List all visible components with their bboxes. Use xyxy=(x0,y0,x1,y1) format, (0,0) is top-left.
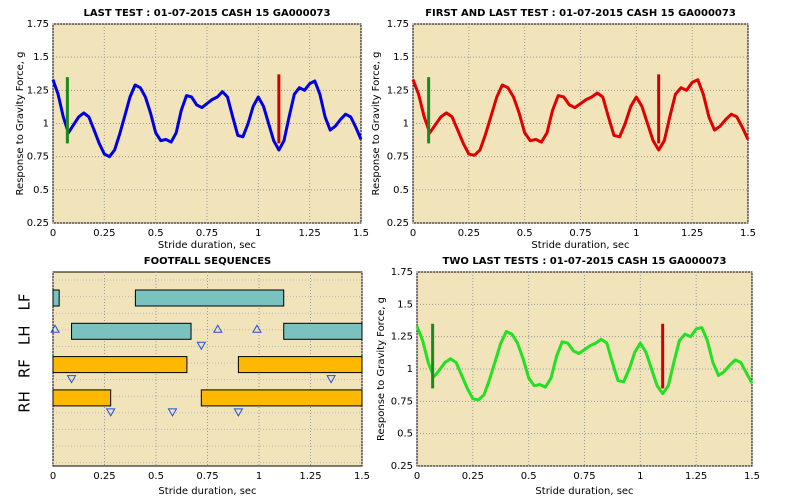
chart-title: LAST TEST : 01-07-2015 CASH 15 GA000073 xyxy=(84,8,331,19)
x-tick-label: 0.5 xyxy=(517,228,533,239)
x-tick-label: 0.25 xyxy=(458,228,480,239)
x-tick-label: 0 xyxy=(50,228,56,239)
x-tick-label: 0.5 xyxy=(521,471,537,482)
x-axis-label: Stride duration, sec xyxy=(535,486,633,497)
y-tick-label: 1.75 xyxy=(27,19,49,30)
y-tick-label: 0.5 xyxy=(33,185,49,196)
y-tick-label: 0.5 xyxy=(393,185,409,196)
y-axis-label: Response to Gravity Force, g xyxy=(15,52,26,196)
footfall-bar xyxy=(237,356,363,374)
x-axis-label: Stride duration, sec xyxy=(531,240,629,251)
footfall-bar xyxy=(52,356,188,374)
y-tick-label: 1.5 xyxy=(397,299,413,310)
footfall-bar xyxy=(71,322,192,340)
x-tick-label: 0.25 xyxy=(93,471,115,482)
x-tick-label: 0.25 xyxy=(462,471,484,482)
y-tick-label: 1 xyxy=(403,119,409,130)
chart-title: FIRST AND LAST TEST : 01-07-2015 CASH 15… xyxy=(425,8,736,19)
x-tick-label: 1.5 xyxy=(353,228,369,239)
y-tick-label: 0.75 xyxy=(27,152,49,163)
data-line xyxy=(411,78,750,157)
row-label: RF xyxy=(16,359,34,378)
x-tick-label: 0.75 xyxy=(196,471,218,482)
event-triangle xyxy=(50,324,60,333)
x-tick-label: 1.5 xyxy=(740,228,756,239)
row-label: RH xyxy=(16,391,34,413)
chart-title: TWO LAST TESTS : 01-07-2015 CASH 15 GA00… xyxy=(443,256,727,267)
x-tick-label: 0 xyxy=(410,228,416,239)
x-tick-label: 0 xyxy=(50,471,56,482)
y-tick-label: 1.25 xyxy=(391,332,413,343)
y-tick-label: 1.5 xyxy=(33,52,49,63)
x-tick-label: 1.25 xyxy=(685,471,707,482)
y-axis-label: Response to Gravity Force, g xyxy=(376,297,387,441)
row-label: LF xyxy=(16,294,34,311)
x-tick-label: 0.75 xyxy=(573,471,595,482)
x-tick-label: 1 xyxy=(633,228,639,239)
x-tick-label: 0.75 xyxy=(196,228,218,239)
event-triangle xyxy=(212,324,223,333)
y-tick-label: 0.75 xyxy=(391,396,413,407)
x-tick-label: 0.5 xyxy=(148,228,164,239)
y-tick-label: 1.75 xyxy=(391,267,413,278)
event-triangle xyxy=(105,408,116,417)
y-tick-label: 0.25 xyxy=(391,461,413,472)
x-tick-label: 0.25 xyxy=(93,228,115,239)
event-triangle xyxy=(252,324,262,333)
y-tick-label: 0.25 xyxy=(27,218,49,229)
y-tick-label: 1.75 xyxy=(387,19,409,30)
x-tick-label: 1.25 xyxy=(681,228,703,239)
x-tick-label: 1 xyxy=(255,228,261,239)
footfall-bar xyxy=(200,389,363,407)
x-tick-label: 0.75 xyxy=(569,228,591,239)
event-triangle xyxy=(233,408,244,417)
event-triangle xyxy=(326,375,336,384)
event-triangle xyxy=(66,375,77,384)
y-axis-label: Response to Gravity Force, g xyxy=(371,52,382,196)
y-tick-label: 1.5 xyxy=(393,52,409,63)
y-tick-label: 1 xyxy=(43,119,49,130)
x-tick-label: 0 xyxy=(414,471,420,482)
y-tick-label: 0.75 xyxy=(387,152,409,163)
x-tick-label: 1.5 xyxy=(744,471,760,482)
footfall-bar xyxy=(283,322,363,340)
x-tick-label: 1 xyxy=(256,471,262,482)
footfall-bar xyxy=(52,389,112,407)
footfall-bar xyxy=(134,289,285,307)
data-line xyxy=(415,325,754,402)
chart-title: FOOTFALL SEQUENCES xyxy=(144,256,272,267)
footfall-bar xyxy=(52,289,60,307)
x-tick-label: 1.25 xyxy=(299,471,321,482)
event-triangle xyxy=(196,341,207,351)
y-tick-label: 0.5 xyxy=(397,429,413,440)
y-tick-label: 0.25 xyxy=(387,218,409,229)
x-axis-label: Stride duration, sec xyxy=(158,240,256,251)
y-tick-label: 1 xyxy=(407,364,413,375)
x-tick-label: 1.25 xyxy=(299,228,321,239)
x-tick-label: 0.5 xyxy=(148,471,164,482)
event-triangle xyxy=(167,408,178,417)
row-label: LH xyxy=(16,325,34,345)
x-axis-label: Stride duration, sec xyxy=(158,486,256,497)
x-tick-label: 1.5 xyxy=(354,471,370,482)
x-tick-label: 1 xyxy=(637,471,643,482)
y-tick-label: 1.25 xyxy=(27,85,49,96)
data-line xyxy=(51,79,363,159)
y-tick-label: 1.25 xyxy=(387,85,409,96)
